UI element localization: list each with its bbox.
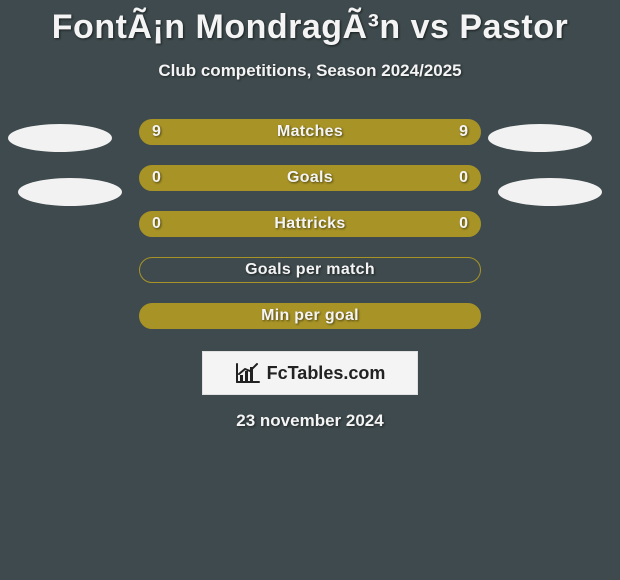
date-text: 23 november 2024 xyxy=(0,411,620,431)
stat-row: Hattricks 0 0 xyxy=(0,201,620,247)
stat-row: Goals per match xyxy=(0,247,620,293)
bar-chart-icon xyxy=(235,362,261,384)
stat-bar: Goals 0 0 xyxy=(139,165,481,191)
stat-value-right: 0 xyxy=(459,215,468,233)
subtitle: Club competitions, Season 2024/2025 xyxy=(0,61,620,81)
logo-box: FcTables.com xyxy=(202,351,418,395)
stat-bar: Goals per match xyxy=(139,257,481,283)
stat-value-right: 0 xyxy=(459,169,468,187)
stat-label: Min per goal xyxy=(261,307,359,325)
stat-label: Hattricks xyxy=(274,215,345,233)
logo-text: FcTables.com xyxy=(267,363,386,384)
stat-label: Matches xyxy=(277,123,343,141)
stat-row: Min per goal xyxy=(0,293,620,339)
stat-row: Matches 9 9 xyxy=(0,109,620,155)
stats-rows: Matches 9 9 Goals 0 0 Hattricks 0 0 Goals per mat… xyxy=(0,109,620,339)
stat-label: Goals xyxy=(287,169,333,187)
stat-label: Goals per match xyxy=(245,261,375,279)
stat-bar: Hattricks 0 0 xyxy=(139,211,481,237)
stat-value-left: 0 xyxy=(152,215,161,233)
stat-bar: Min per goal xyxy=(139,303,481,329)
comparison-canvas: FontÃ¡n MondragÃ³n vs Pastor Club compet… xyxy=(0,0,620,580)
stat-value-left: 0 xyxy=(152,169,161,187)
stat-row: Goals 0 0 xyxy=(0,155,620,201)
page-title: FontÃ¡n MondragÃ³n vs Pastor xyxy=(0,0,620,47)
stat-value-left: 9 xyxy=(152,123,161,141)
stat-value-right: 9 xyxy=(459,123,468,141)
stat-bar: Matches 9 9 xyxy=(139,119,481,145)
